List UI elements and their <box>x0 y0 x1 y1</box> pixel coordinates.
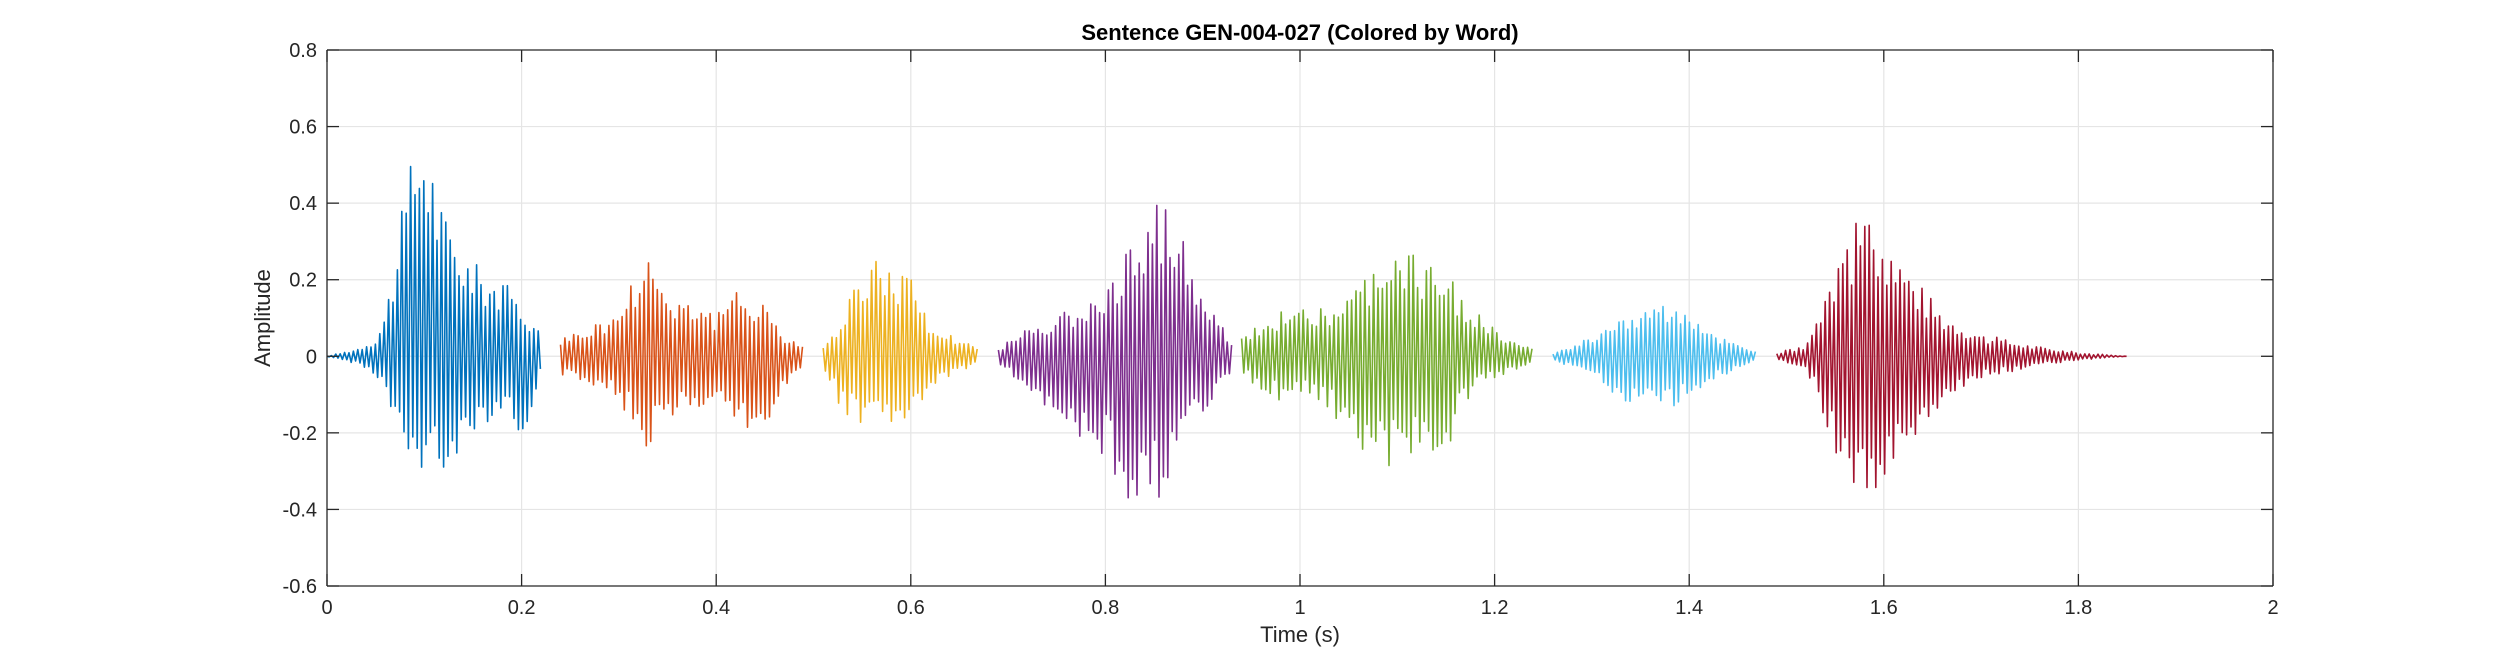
x-tick-label: 0.6 <box>897 597 925 619</box>
series-word-2 <box>559 262 804 447</box>
x-tick-label: 0.4 <box>702 597 730 619</box>
series-word-6 <box>1552 305 1757 407</box>
y-tick-label: 0.2 <box>289 270 317 292</box>
waveform-line <box>822 260 978 423</box>
waveform-line <box>326 165 542 468</box>
tick-labels: 0 0.2 0.4 0.6 0.8 1 1.2 1.4 1.6 1.8 2 -0.6 -0.4 -0.2 0… <box>283 40 2279 619</box>
waveform-line <box>997 204 1233 499</box>
x-axis-label: Time (s) <box>1260 622 1340 647</box>
y-tick-label: -0.4 <box>283 499 317 521</box>
y-tick-label: 0.8 <box>289 40 317 62</box>
waveform-line <box>1240 254 1533 467</box>
y-tick-label: 0.6 <box>289 117 317 139</box>
x-tick-label: 1.6 <box>1870 597 1898 619</box>
waveform-line <box>559 262 804 447</box>
series-word-4 <box>997 204 1233 499</box>
y-tick-label: 0.4 <box>289 193 317 215</box>
waveform-line <box>1552 305 1757 407</box>
x-tick-label: 0 <box>321 597 332 619</box>
waveform-series <box>326 165 2127 499</box>
series-word-3 <box>822 260 978 423</box>
series-word-7 <box>1776 222 2127 489</box>
y-tick-label: -0.2 <box>283 423 317 445</box>
axes <box>326 49 2274 587</box>
x-tick-label: 2 <box>2267 597 2278 619</box>
y-tick-label: 0 <box>306 346 317 368</box>
x-tick-label: 1.2 <box>1481 597 1509 619</box>
x-tick-label: 1 <box>1294 597 1305 619</box>
x-tick-label: 1.4 <box>1675 597 1703 619</box>
x-tick-label: 0.2 <box>508 597 536 619</box>
chart-title: Sentence GEN-004-027 (Colored by Word) <box>1081 20 1518 45</box>
series-word-1 <box>326 165 542 468</box>
y-tick-label: -0.6 <box>283 576 317 598</box>
waveform-line <box>1776 222 2127 489</box>
x-tick-label: 0.8 <box>1091 597 1119 619</box>
y-axis-label: Amplitude <box>250 269 275 367</box>
series-word-5 <box>1240 254 1533 467</box>
x-tick-label: 1.8 <box>2064 597 2092 619</box>
